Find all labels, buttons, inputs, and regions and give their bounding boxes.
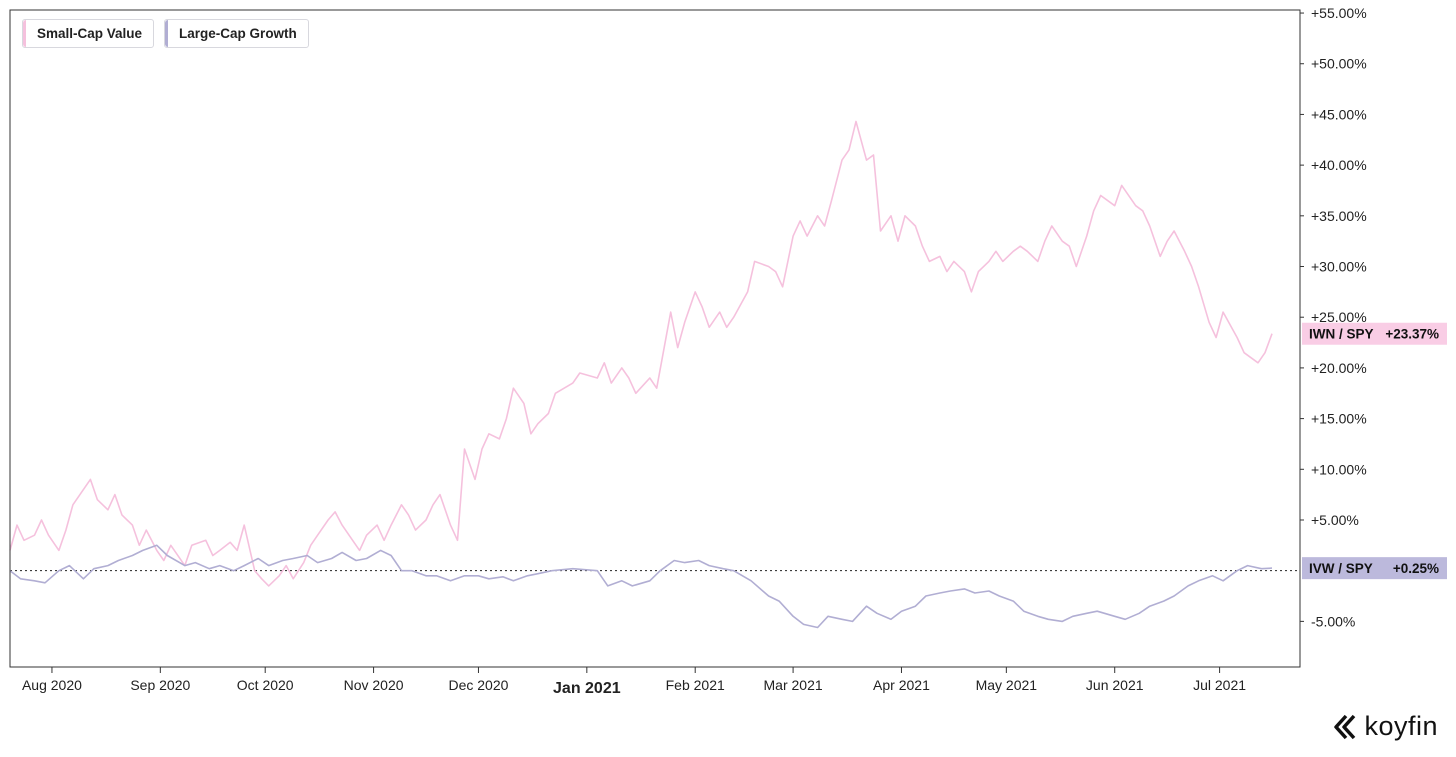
koyfin-chevron-logo-icon — [1334, 714, 1356, 739]
series-line-small-cap-value — [9, 120, 1273, 587]
x-tick-label: Sep 2020 — [130, 677, 190, 693]
series-line-large-cap-growth — [9, 544, 1273, 629]
badge-ticker-label: IVW / SPY — [1309, 561, 1373, 576]
y-tick-label: +25.00% — [1311, 309, 1367, 325]
y-tick-label: +30.00% — [1311, 259, 1367, 275]
legend-swatch — [165, 20, 169, 47]
y-tick-label: +5.00% — [1311, 512, 1359, 528]
x-tick-label: Jan 2021 — [553, 680, 621, 697]
series-layer — [9, 120, 1300, 629]
y-tick-label: +15.00% — [1311, 411, 1367, 427]
badge-background — [1302, 322, 1447, 345]
last-value-badge: IVW / SPY +0.25% — [1302, 557, 1447, 580]
badge-last-value: +23.37% — [1385, 327, 1439, 342]
last-value-badges: IWN / SPY +23.37% IVW / SPY +0.25% — [1302, 322, 1447, 580]
x-tick-label: May 2021 — [976, 677, 1038, 693]
y-tick-label: +10.00% — [1311, 461, 1367, 477]
x-axis: Aug 2020 Sep 2020 Oct 2020 Nov 2020 Dec 2020… — [22, 667, 1246, 697]
y-tick-label: +50.00% — [1311, 56, 1367, 72]
y-tick-label: +35.00% — [1311, 208, 1367, 224]
y-axis: +55.00% +50.00% +45.00% +40.00% +35.00% +30.0… — [1300, 5, 1367, 629]
legend-swatch — [23, 20, 26, 47]
x-tick-label: Aug 2020 — [22, 677, 82, 693]
legend-label: Small-Cap Value — [37, 26, 143, 41]
badge-last-value: +0.25% — [1393, 561, 1439, 576]
y-tick-label: +45.00% — [1311, 106, 1367, 122]
brand-logo: koyfin — [1332, 711, 1438, 742]
x-tick-label: Apr 2021 — [873, 677, 930, 693]
badge-ticker-label: IWN / SPY — [1309, 327, 1374, 342]
x-tick-label: Jul 2021 — [1193, 677, 1246, 693]
y-tick-label: -5.00% — [1311, 613, 1355, 629]
x-tick-label: Nov 2020 — [344, 677, 404, 693]
last-value-badge: IWN / SPY +23.37% — [1302, 322, 1447, 345]
legend-label: Large-Cap Growth — [179, 26, 297, 41]
x-tick-label: Feb 2021 — [666, 677, 725, 693]
y-tick-label: +55.00% — [1311, 5, 1367, 21]
y-tick-label: +20.00% — [1311, 360, 1367, 376]
legend-item-large-cap-growth[interactable]: Large-Cap Growth — [164, 19, 309, 48]
x-tick-label: Dec 2020 — [448, 677, 508, 693]
badge-background — [1302, 557, 1447, 580]
x-tick-label: Jun 2021 — [1086, 677, 1144, 693]
x-tick-label: Mar 2021 — [764, 677, 823, 693]
legend: Small-Cap Value Large-Cap Growth — [22, 19, 309, 48]
legend-item-small-cap-value[interactable]: Small-Cap Value — [22, 19, 155, 48]
y-tick-label: +40.00% — [1311, 157, 1367, 173]
brand-name: koyfin — [1364, 711, 1438, 741]
x-tick-label: Oct 2020 — [237, 677, 294, 693]
plot-frame — [9, 9, 1301, 668]
